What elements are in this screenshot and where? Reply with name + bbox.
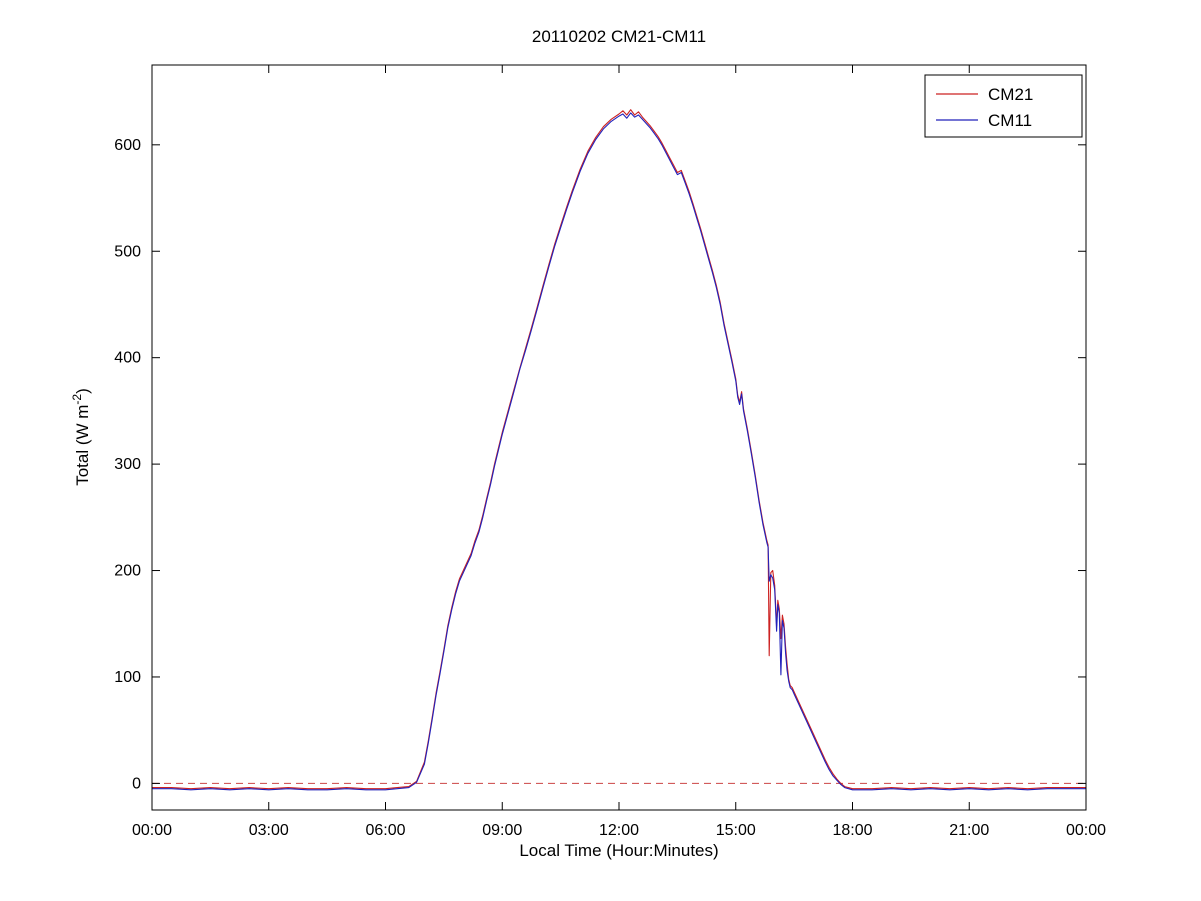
y-tick-label: 100 — [114, 669, 141, 686]
y-tick-label: 0 — [132, 775, 141, 792]
legend: CM21 CM11 — [924, 74, 1083, 138]
x-tick-label: 18:00 — [832, 822, 872, 839]
x-tick-label: 00:00 — [1066, 822, 1106, 839]
legend-label: CM11 — [988, 111, 1032, 130]
legend-label: CM21 — [988, 85, 1033, 104]
y-tick-label: 600 — [114, 137, 141, 154]
y-tick-labels: 0 100 200 300 400 500 600 — [114, 137, 141, 793]
legend-box — [924, 74, 1083, 138]
chart-title: 20110202 CM21-CM11 — [532, 27, 706, 46]
x-tick-labels: 00:00 03:00 06:00 09:00 12:00 15:00 18:00 21:00… — [132, 822, 1106, 839]
x-tick-label: 06:00 — [365, 822, 405, 839]
x-tick-label: 21:00 — [949, 822, 989, 839]
y-tick-label: 300 — [114, 456, 141, 473]
series-line-cm11 — [152, 112, 1086, 791]
y-tick-label: 400 — [114, 350, 141, 367]
y-tick-label: 500 — [114, 243, 141, 260]
y-axis-label: Total (W m-2) — [70, 388, 92, 486]
x-tick-label: 09:00 — [482, 822, 522, 839]
series-line-cm21 — [152, 109, 1086, 790]
x-tick-label: 03:00 — [249, 822, 289, 839]
plot-box — [151, 64, 1087, 811]
axis-ticks — [151, 65, 1087, 810]
x-tick-label: 12:00 — [599, 822, 639, 839]
x-tick-label: 15:00 — [716, 822, 756, 839]
x-axis-label: Local Time (Hour:Minutes) — [519, 841, 718, 860]
y-tick-label: 200 — [114, 563, 141, 580]
x-tick-label: 00:00 — [132, 822, 172, 839]
